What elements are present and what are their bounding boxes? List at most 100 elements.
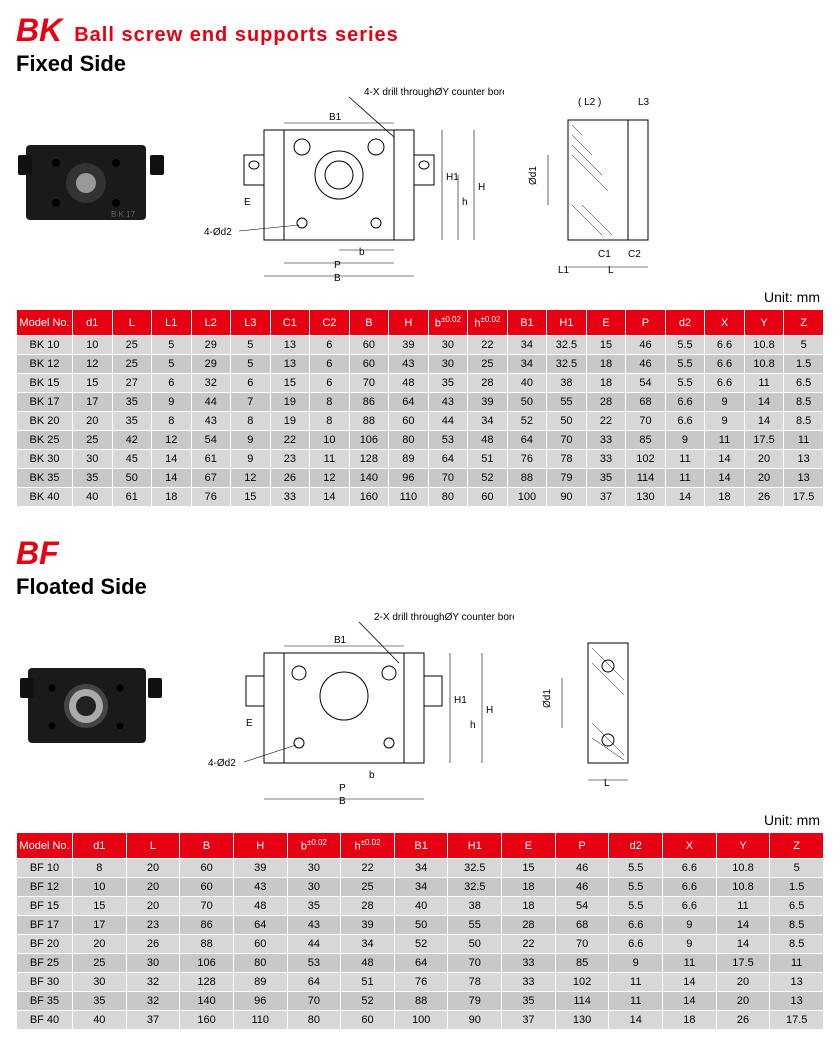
col-header: d2 xyxy=(665,310,705,336)
table-cell: 19 xyxy=(270,393,310,412)
table-cell: 13 xyxy=(770,973,824,992)
table-cell: BK 10 xyxy=(17,336,73,355)
table-cell: 60 xyxy=(233,935,287,954)
table-cell: 22 xyxy=(341,859,395,878)
table-cell: 60 xyxy=(349,336,389,355)
table-cell: 22 xyxy=(270,431,310,450)
table-cell: 9 xyxy=(665,431,705,450)
table-cell: 30 xyxy=(73,973,127,992)
table-cell: 30 xyxy=(73,450,113,469)
table-row: BF 15152070483528403818545.56.6116.5 xyxy=(17,897,824,916)
table-cell: 39 xyxy=(468,393,508,412)
table-row: BK 171735944719886644339505528686.69148.… xyxy=(17,393,824,412)
table-cell: 85 xyxy=(555,954,609,973)
bk-subtitle: Fixed Side xyxy=(16,51,824,77)
table-row: BF 10820603930223432.515465.56.610.85 xyxy=(17,859,824,878)
table-cell: 85 xyxy=(626,431,666,450)
table-cell: 20 xyxy=(744,469,784,488)
table-cell: 18 xyxy=(663,1011,717,1030)
svg-text:C1: C1 xyxy=(598,249,611,260)
table-cell: 33 xyxy=(586,450,626,469)
table-row: BK 151527632615670483528403818545.56.611… xyxy=(17,374,824,393)
table-cell: 130 xyxy=(626,488,666,507)
table-cell: BF 30 xyxy=(17,973,73,992)
table-cell: 88 xyxy=(507,469,547,488)
table-cell: 6.6 xyxy=(705,374,745,393)
table-cell: 5.5 xyxy=(609,859,663,878)
table-cell: 30 xyxy=(287,859,341,878)
table-cell: 11 xyxy=(663,954,717,973)
table-cell: 8 xyxy=(310,393,350,412)
table-cell: 17.5 xyxy=(744,431,784,450)
table-row: BF 35353214096705288793511411142013 xyxy=(17,992,824,1011)
col-header: Model No. xyxy=(17,833,73,859)
table-cell: 20 xyxy=(716,973,770,992)
svg-text:P: P xyxy=(334,260,341,271)
col-header: b±0.02 xyxy=(428,310,468,336)
svg-text:B1: B1 xyxy=(334,635,347,646)
table-cell: 8 xyxy=(152,412,192,431)
table-cell: 64 xyxy=(389,393,429,412)
table-cell: 11 xyxy=(665,450,705,469)
table-cell: 34 xyxy=(394,859,448,878)
table-cell: 28 xyxy=(341,897,395,916)
table-cell: 5.5 xyxy=(609,878,663,897)
table-cell: 8.5 xyxy=(784,393,824,412)
table-cell: 18 xyxy=(152,488,192,507)
col-header: d1 xyxy=(73,310,113,336)
table-cell: 33 xyxy=(502,954,556,973)
table-cell: 12 xyxy=(73,355,113,374)
svg-text:H: H xyxy=(478,182,485,193)
table-cell: 128 xyxy=(180,973,234,992)
table-cell: 9 xyxy=(663,916,717,935)
table-cell: 55 xyxy=(547,393,587,412)
col-header: Y xyxy=(744,310,784,336)
table-cell: 10.8 xyxy=(744,355,784,374)
table-cell: 32.5 xyxy=(448,859,502,878)
svg-text:( L2 ): ( L2 ) xyxy=(578,97,601,108)
table-cell: 30 xyxy=(287,878,341,897)
table-cell: 100 xyxy=(394,1011,448,1030)
table-cell: 5 xyxy=(152,355,192,374)
table-cell: 32 xyxy=(126,973,180,992)
col-header: C2 xyxy=(310,310,350,336)
table-cell: 90 xyxy=(547,488,587,507)
table-cell: 34 xyxy=(468,412,508,431)
table-cell: 28 xyxy=(502,916,556,935)
table-cell: 10 xyxy=(310,431,350,450)
table-cell: 68 xyxy=(555,916,609,935)
table-cell: 70 xyxy=(180,897,234,916)
table-cell: 32 xyxy=(191,374,231,393)
table-row: BF 20202688604434525022706.69148.5 xyxy=(17,935,824,954)
table-cell: 25 xyxy=(112,336,152,355)
table-cell: 32.5 xyxy=(448,878,502,897)
col-header: L3 xyxy=(231,310,271,336)
table-row: BK 202035843819888604434525022706.69148.… xyxy=(17,412,824,431)
table-cell: 61 xyxy=(112,488,152,507)
table-cell: 13 xyxy=(784,450,824,469)
table-cell: 86 xyxy=(349,393,389,412)
svg-text:C2: C2 xyxy=(628,249,641,260)
table-cell: 11 xyxy=(770,954,824,973)
bf-diagram: 2-X drill throughØY counter bore depthZ … xyxy=(184,608,824,808)
table-cell: 10 xyxy=(73,336,113,355)
table-cell: 40 xyxy=(507,374,547,393)
table-cell: 54 xyxy=(626,374,666,393)
table-cell: 51 xyxy=(341,973,395,992)
table-cell: 34 xyxy=(507,336,547,355)
table-cell: 70 xyxy=(547,431,587,450)
table-cell: 11 xyxy=(716,897,770,916)
table-cell: 44 xyxy=(287,935,341,954)
table-cell: 9 xyxy=(152,393,192,412)
svg-text:4-X drill throughØY counter bo: 4-X drill throughØY counter bore depthZ xyxy=(364,87,504,98)
table-cell: 6.6 xyxy=(609,916,663,935)
table-cell: 35 xyxy=(73,992,127,1011)
table-cell: 14 xyxy=(705,450,745,469)
table-cell: 9 xyxy=(231,431,271,450)
bk-series-title: Ball screw end supports series xyxy=(74,24,399,47)
table-cell: BF 35 xyxy=(17,992,73,1011)
table-cell: 43 xyxy=(428,393,468,412)
table-cell: 90 xyxy=(448,1011,502,1030)
table-cell: 68 xyxy=(626,393,666,412)
table-cell: 5 xyxy=(152,336,192,355)
